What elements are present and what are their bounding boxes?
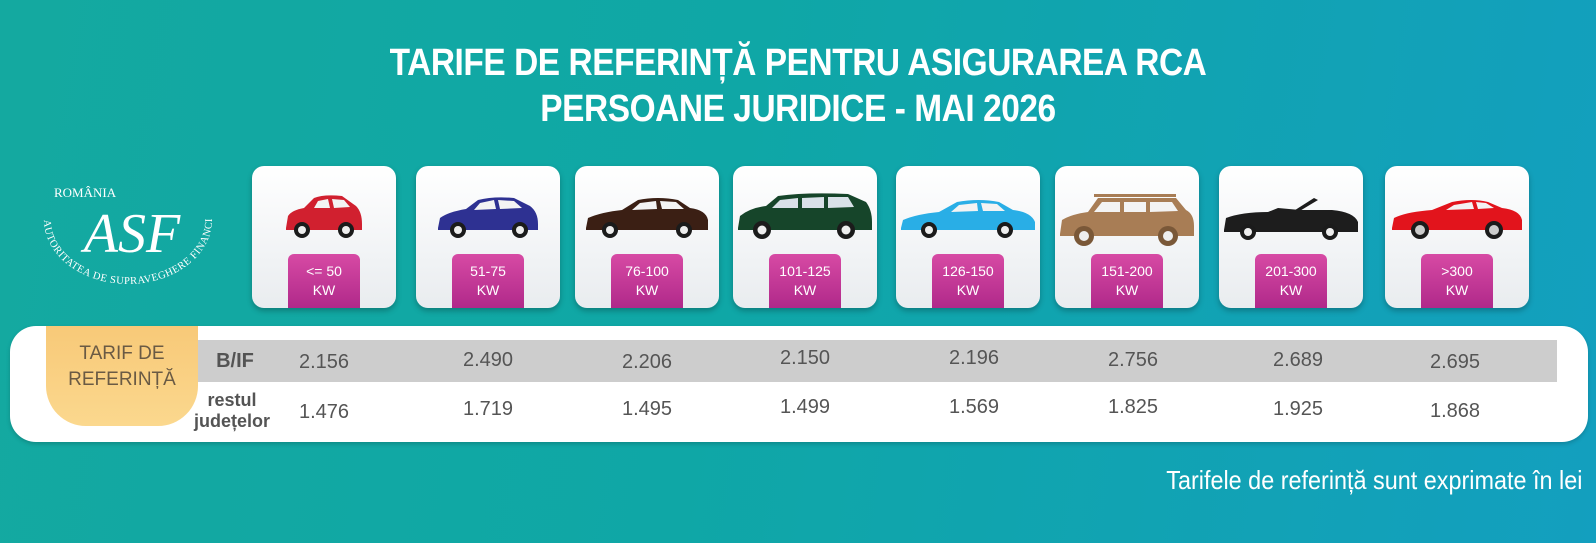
rest-value-le-50: 1.476	[298, 401, 350, 423]
blue-hatchback-icon	[438, 197, 538, 238]
lightblue-sedan-icon	[901, 200, 1035, 238]
bif-value-201-300: 2.689	[1272, 349, 1324, 371]
bif-value-le-50: 2.156	[298, 351, 350, 373]
rest-value-51-75: 1.719	[462, 398, 514, 420]
row-label-rest: restul județelor	[182, 390, 282, 432]
power-badge: 201-300 KW	[1255, 254, 1327, 308]
power-range: >300	[1441, 263, 1473, 279]
power-unit: KW	[793, 282, 817, 298]
asf-logo: ROMÂNIA AUTORITATEA DE SUPRAVEGHERE FINA…	[18, 151, 232, 290]
row-label-rest-line1: restul	[207, 390, 257, 410]
power-range: 151-200	[1101, 263, 1153, 279]
green-minivan-icon	[738, 193, 872, 239]
power-unit: KW	[312, 282, 336, 298]
card-76-100-kw: 76-100 KW	[575, 166, 719, 308]
power-range: 76-100	[625, 263, 669, 279]
brown-sedan-icon	[586, 198, 708, 238]
rest-value-201-300: 1.925	[1272, 398, 1324, 420]
power-range: 51-75	[470, 263, 506, 279]
title-line-2: PERSOANE JURIDICE - MAI 2026	[540, 88, 1056, 130]
power-badge: 76-100 KW	[611, 254, 683, 308]
rest-value-151-200: 1.825	[1107, 396, 1159, 418]
reference-rate-tab: TARIF DE REFERINȚĂ	[46, 326, 198, 426]
card-151-200-kw: 151-200 KW	[1055, 166, 1199, 308]
logo-monogram: ASF	[80, 203, 181, 265]
power-range: <= 50	[306, 263, 342, 279]
rest-value-76-100: 1.495	[621, 398, 673, 420]
bif-value-101-125: 2.150	[779, 347, 831, 369]
power-badge: <= 50 KW	[288, 254, 360, 308]
power-unit: KW	[476, 282, 500, 298]
power-unit: KW	[635, 282, 659, 298]
power-unit: KW	[1445, 282, 1469, 298]
rest-value-101-125: 1.499	[779, 396, 831, 418]
card-51-75-kw: 51-75 KW	[416, 166, 560, 308]
currency-footnote: Tarifele de referință sunt exprimate în …	[1165, 465, 1582, 495]
power-badge: 151-200 KW	[1091, 254, 1163, 308]
black-convertible-icon	[1224, 198, 1358, 240]
power-badge: 126-150 KW	[932, 254, 1004, 308]
tan-suv-icon	[1060, 194, 1194, 246]
card-126-150-kw: 126-150 KW	[896, 166, 1040, 308]
power-range: 101-125	[779, 263, 831, 279]
power-badge: >300 KW	[1421, 254, 1493, 308]
power-unit: KW	[1279, 282, 1303, 298]
logo-country: ROMÂNIA	[54, 185, 117, 200]
power-range: 126-150	[942, 263, 994, 279]
card-gt-300-kw: >300 KW	[1385, 166, 1529, 308]
red-hatchback-icon	[286, 195, 362, 238]
bif-value-76-100: 2.206	[621, 351, 673, 373]
power-unit: KW	[1115, 282, 1139, 298]
power-badge: 101-125 KW	[769, 254, 841, 308]
title-line-1: TARIFE DE REFERINȚĂ PENTRU ASIGURAREA RC…	[389, 42, 1207, 84]
bif-value-151-200: 2.756	[1107, 349, 1159, 371]
red-sportscar-icon	[1392, 200, 1522, 239]
row-label-rest-line2: județelor	[193, 411, 270, 431]
rest-value-126-150: 1.569	[948, 396, 1000, 418]
bif-value-gt-300: 2.695	[1429, 351, 1481, 373]
card-le-50-kw: <= 50 KW	[252, 166, 396, 308]
row-label-bif: B/IF	[216, 350, 254, 372]
card-201-300-kw: 201-300 KW	[1219, 166, 1363, 308]
card-101-125-kw: 101-125 KW	[733, 166, 877, 308]
title: TARIFE DE REFERINȚĂ PENTRU ASIGURAREA RC…	[96, 40, 1500, 132]
power-unit: KW	[956, 282, 980, 298]
power-range: 201-300	[1265, 263, 1317, 279]
bif-value-126-150: 2.196	[948, 347, 1000, 369]
bif-row-highlight	[190, 340, 1557, 382]
rest-value-gt-300: 1.868	[1429, 400, 1481, 422]
bif-value-51-75: 2.490	[462, 349, 514, 371]
power-badge: 51-75 KW	[452, 254, 524, 308]
